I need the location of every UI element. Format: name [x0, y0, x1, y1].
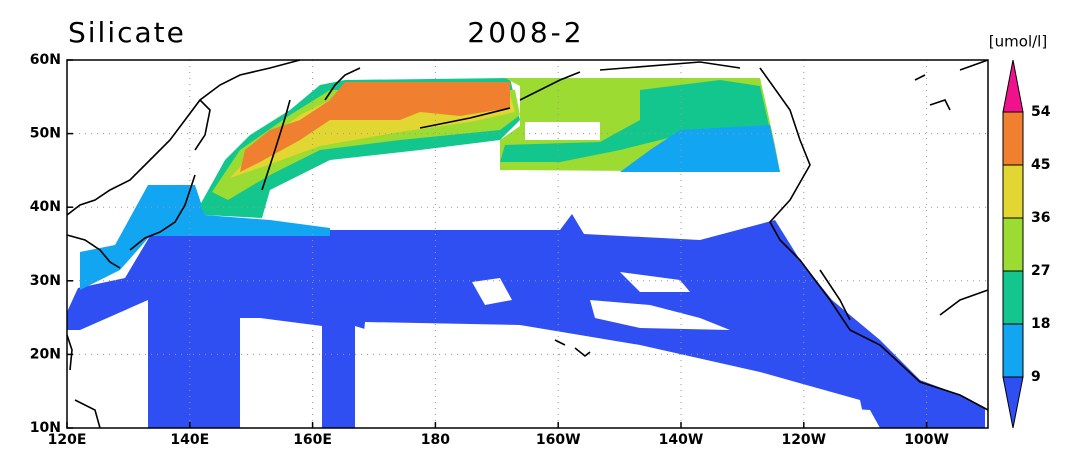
field-region	[240, 82, 510, 172]
field-region	[80, 185, 330, 290]
title: Silicate	[68, 16, 186, 49]
colorbar-segment	[1002, 217, 1024, 272]
x-tick-label: 160E	[293, 432, 332, 448]
field-gap	[525, 122, 600, 140]
field-gap	[590, 300, 730, 330]
field-gap	[620, 272, 690, 292]
colorbar-label: 36	[1031, 210, 1050, 226]
colorbar-label: 54	[1031, 104, 1051, 120]
y-tick-label: 20N	[30, 346, 61, 362]
y-tick-label: 10N	[30, 420, 61, 436]
field-region	[500, 80, 770, 162]
x-tick-label: 120W	[781, 432, 826, 448]
x-tick-label: 120E	[48, 432, 87, 448]
field-region	[620, 125, 780, 172]
colorbar-label: 9	[1031, 369, 1041, 385]
field	[67, 78, 985, 428]
x-tick-label: 140E	[170, 432, 209, 448]
field-gap	[355, 322, 866, 428]
y-tick-label: 50N	[30, 126, 61, 142]
colorbar-label: 18	[1031, 316, 1050, 332]
colorbar-segment	[1002, 111, 1024, 166]
map-frame	[66, 59, 989, 429]
colorbar-label: 45	[1031, 157, 1050, 173]
y-tick-label: 30N	[30, 273, 61, 289]
colorbar-segment	[1002, 270, 1024, 325]
subtitle: 2008-2	[467, 16, 584, 49]
island	[554, 74, 951, 358]
x-tick-label: 160W	[536, 432, 581, 448]
axis-ticks: 120E 140E 160E 180 160W 140W 120W 100W 10N 20N 30N…	[30, 52, 949, 448]
coastline	[66, 59, 989, 429]
y-tick-label: 60N	[30, 52, 61, 68]
x-tick-label: 180	[421, 432, 450, 448]
x-tick-label: 100W	[904, 432, 949, 448]
colorbar-arrow	[1002, 376, 1024, 429]
colorbar-segment	[1002, 323, 1024, 378]
y-tick-label: 40N	[30, 199, 61, 215]
colorbar: 9 18 27 36 45 54	[1002, 59, 1051, 429]
field-region	[230, 95, 515, 178]
colorbar-arrow	[1002, 59, 1024, 113]
field-gap	[472, 278, 512, 305]
x-tick-label: 140W	[659, 432, 704, 448]
colorbar-label: 27	[1031, 263, 1050, 279]
colorbar-unit: [umol/l]	[989, 33, 1047, 51]
colorbar-segment	[1002, 164, 1024, 219]
